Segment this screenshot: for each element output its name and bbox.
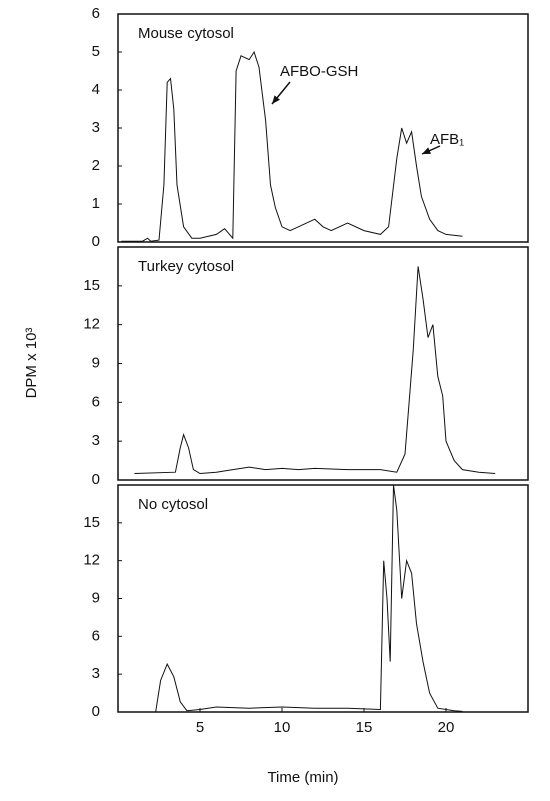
trace (134, 266, 496, 475)
y-tick-label: 6 (92, 627, 100, 644)
y-tick-label: 3 (92, 432, 100, 449)
panel-title: No cytosol (138, 496, 208, 513)
y-tick-label: 6 (92, 393, 100, 410)
y-tick-label: 15 (83, 277, 100, 294)
y-tick-label: 12 (83, 552, 100, 569)
y-tick-label: 5 (92, 43, 100, 60)
panel-frame (117, 246, 529, 481)
y-tick-label: 15 (83, 514, 100, 531)
panel-title: Mouse cytosol (138, 25, 234, 42)
arrow-head (422, 147, 431, 154)
y-tick-label: 1 (92, 195, 100, 212)
trace (155, 484, 463, 712)
y-tick-label: 12 (83, 316, 100, 333)
y-tick-label: 0 (92, 233, 100, 250)
y-tick-label: 2 (92, 157, 100, 174)
y-axis-label: DPM x 10³ (23, 328, 40, 399)
y-tick-label: 3 (92, 665, 100, 682)
x-tick-label: 20 (438, 719, 455, 736)
y-tick-label: 3 (92, 119, 100, 136)
panel-title: Turkey cytosol (138, 258, 234, 275)
y-tick-label: 4 (92, 81, 100, 98)
trace (121, 50, 463, 242)
x-tick-label: 10 (274, 719, 291, 736)
y-tick-label: 0 (92, 471, 100, 488)
annotation: AFBO-GSH (280, 63, 358, 80)
panel-frame (117, 13, 529, 243)
annotation: AFB₁ (430, 131, 464, 148)
y-tick-label: 6 (92, 5, 100, 22)
y-tick-label: 9 (92, 589, 100, 606)
x-tick-label: 5 (196, 719, 204, 736)
x-tick-label: 15 (356, 719, 373, 736)
panel-frame (117, 484, 529, 713)
arrow-head (272, 95, 280, 104)
y-tick-label: 9 (92, 354, 100, 371)
x-axis-label: Time (min) (267, 769, 338, 786)
y-tick-label: 0 (92, 703, 100, 720)
